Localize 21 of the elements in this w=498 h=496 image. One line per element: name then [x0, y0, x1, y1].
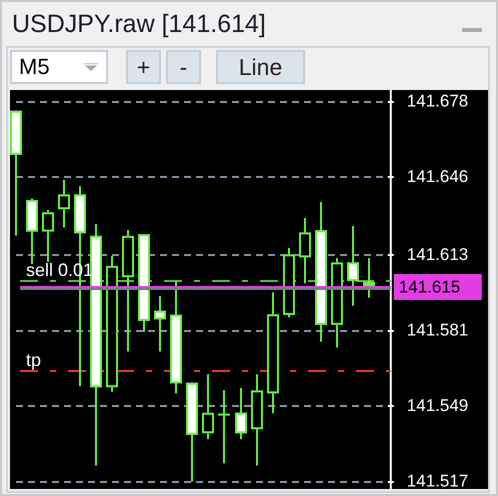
candlestick: [42, 208, 54, 263]
candlestick: [218, 389, 230, 464]
minus-button[interactable]: -: [166, 50, 201, 84]
candlestick: [202, 373, 214, 440]
line-button[interactable]: Line: [216, 50, 305, 84]
candlestick: [347, 224, 359, 307]
y-tick-label: 141.549: [406, 396, 468, 416]
timeframe-dropdown[interactable]: M5: [10, 50, 108, 84]
y-tick-label: 141.517: [406, 472, 468, 491]
ref-line-label: tp: [26, 350, 42, 370]
y-tick-label: 141.581: [406, 320, 468, 340]
candlestick: [58, 178, 70, 228]
plus-button[interactable]: +: [126, 50, 161, 84]
candlestick: [235, 386, 247, 440]
text: 141.615: [398, 278, 460, 297]
candlestick: [363, 257, 375, 299]
y-tick-label: 141.678: [406, 91, 468, 110]
chart-title: USDJPY.raw [141.614]: [12, 10, 266, 38]
y-tick-label: 141.646: [406, 167, 468, 186]
candlestick: [154, 295, 166, 353]
y-tick-label: 141.613: [406, 244, 468, 264]
